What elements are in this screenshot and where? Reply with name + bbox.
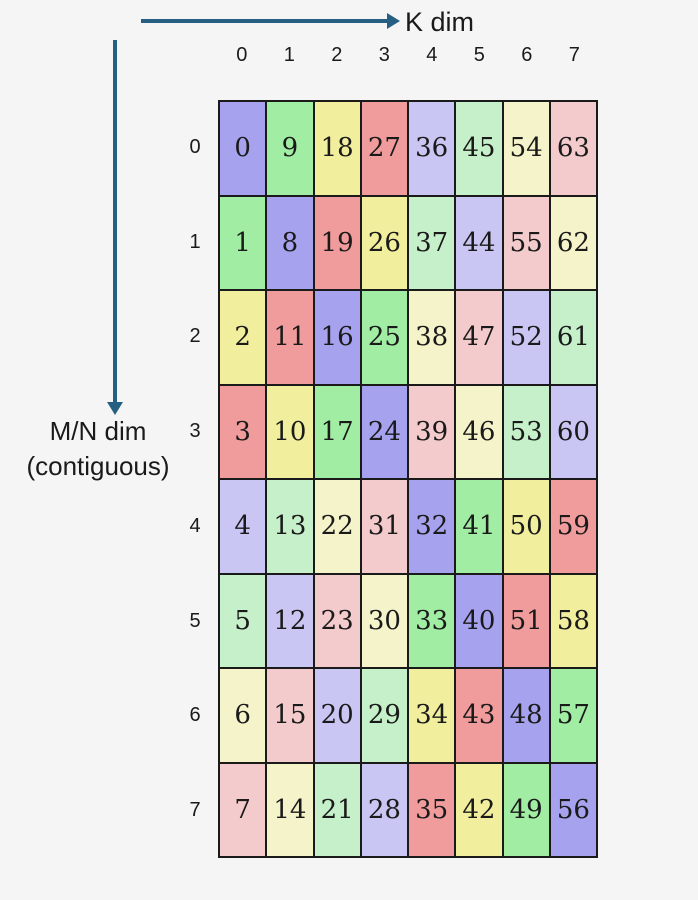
grid-cell: 19 [314, 196, 360, 289]
grid-cell: 58 [550, 574, 596, 667]
column-headers: 0 1 2 3 4 5 6 7 [218, 42, 598, 68]
grid-cell: 9 [267, 102, 313, 195]
grid-cell: 6 [220, 669, 266, 762]
grid-cell: 27 [361, 102, 407, 195]
grid-cell: 28 [361, 763, 407, 856]
grid-cell: 40 [456, 574, 502, 667]
grid-cell: 38 [409, 291, 455, 384]
grid-cell: 35 [409, 763, 455, 856]
grid-cell: 62 [550, 196, 596, 289]
grid-cell: 45 [456, 102, 502, 195]
column-header: 7 [568, 43, 580, 66]
grid-cell: 53 [503, 385, 549, 478]
grid-cell: 25 [361, 291, 407, 384]
grid-cell: 55 [503, 196, 549, 289]
grid-cell: 54 [503, 102, 549, 195]
grid-cell: 37 [409, 196, 455, 289]
grid-cell: 32 [409, 480, 455, 573]
grid-cell: 10 [267, 385, 313, 478]
row-header: 0 [189, 135, 201, 158]
grid-cell: 31 [361, 480, 407, 573]
grid-cell: 59 [550, 480, 596, 573]
grid-cell: 52 [503, 291, 549, 384]
grid-cell: 63 [550, 102, 596, 195]
grid-cell: 49 [503, 763, 549, 856]
grid-cell: 2 [220, 291, 266, 384]
grid-cell: 48 [503, 669, 549, 762]
swizzle-grid: 0 9 18 27 36 45 54 63 1 8 19 26 37 44 55 62 2 11 16 25 38 47 5… [218, 100, 598, 858]
grid-cell: 56 [550, 763, 596, 856]
grid-cell: 0 [220, 102, 266, 195]
grid-cell: 36 [409, 102, 455, 195]
grid-cell: 39 [409, 385, 455, 478]
row-header: 1 [189, 230, 201, 253]
grid-cell: 23 [314, 574, 360, 667]
grid-cell: 11 [267, 291, 313, 384]
grid-cell: 8 [267, 196, 313, 289]
grid-cell: 1 [220, 196, 266, 289]
k-dim-arrow [141, 19, 388, 23]
grid-cell: 15 [267, 669, 313, 762]
grid-cell: 12 [267, 574, 313, 667]
grid-cell: 50 [503, 480, 549, 573]
grid-cell: 13 [267, 480, 313, 573]
grid-cell: 14 [267, 763, 313, 856]
mn-dim-axis-label: M/N dim (contiguous) [0, 414, 196, 484]
grid-cell: 29 [361, 669, 407, 762]
column-header: 3 [378, 43, 390, 66]
grid-cell: 22 [314, 480, 360, 573]
row-header: 3 [189, 420, 201, 443]
grid-cell: 51 [503, 574, 549, 667]
grid-cell: 44 [456, 196, 502, 289]
grid-cell: 17 [314, 385, 360, 478]
grid-cell: 47 [456, 291, 502, 384]
mn-dim-axis-label-line2: (contiguous) [26, 451, 170, 481]
mn-dim-arrowhead-icon [107, 402, 123, 415]
grid-cell: 21 [314, 763, 360, 856]
row-header: 7 [189, 799, 201, 822]
grid-cell: 42 [456, 763, 502, 856]
grid-cell: 7 [220, 763, 266, 856]
grid-cell: 34 [409, 669, 455, 762]
grid-cell: 60 [550, 385, 596, 478]
row-header: 4 [189, 514, 201, 537]
k-dim-axis-label: K dim [405, 7, 475, 37]
grid-cell: 26 [361, 196, 407, 289]
column-header: 4 [426, 43, 438, 66]
grid-cell: 20 [314, 669, 360, 762]
mn-dim-axis-label-line1: M/N dim [49, 416, 147, 446]
grid-cell: 33 [409, 574, 455, 667]
row-header: 6 [189, 704, 201, 727]
k-dim-arrowhead-icon [387, 13, 400, 29]
grid-cell: 4 [220, 480, 266, 573]
grid-cell: 5 [220, 574, 266, 667]
grid-cell: 24 [361, 385, 407, 478]
column-header: 6 [521, 43, 533, 66]
row-headers: 0 1 2 3 4 5 6 7 [178, 100, 212, 858]
grid-cell: 57 [550, 669, 596, 762]
column-header: 0 [236, 43, 248, 66]
grid-cell: 41 [456, 480, 502, 573]
grid-cell: 30 [361, 574, 407, 667]
grid-cell: 46 [456, 385, 502, 478]
grid-cell: 43 [456, 669, 502, 762]
column-header: 1 [283, 43, 295, 66]
grid-cell: 3 [220, 385, 266, 478]
mn-dim-arrow [113, 40, 117, 403]
column-header: 2 [331, 43, 343, 66]
grid-cell: 16 [314, 291, 360, 384]
column-header: 5 [473, 43, 485, 66]
row-header: 5 [189, 609, 201, 632]
grid-cell: 18 [314, 102, 360, 195]
row-header: 2 [189, 325, 201, 348]
grid-cell: 61 [550, 291, 596, 384]
